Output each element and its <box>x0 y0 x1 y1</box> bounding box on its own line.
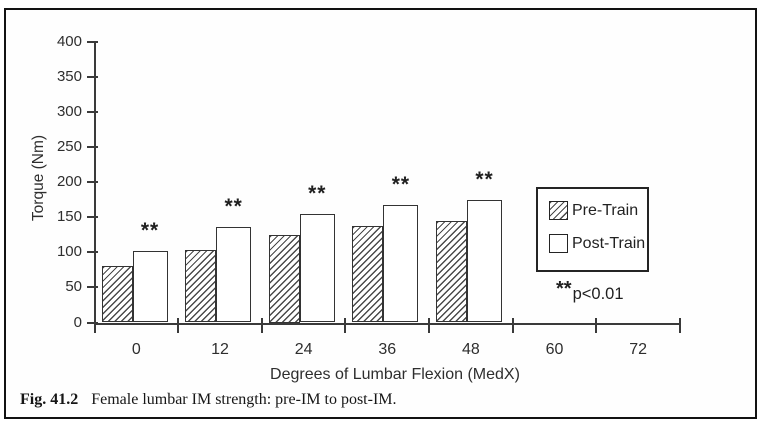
x-category-label-60: 60 <box>545 341 564 358</box>
x-tick-3 <box>344 317 347 333</box>
legend-item-pre-train: Pre-Train <box>549 201 647 220</box>
x-category-label-0: 0 <box>131 341 141 358</box>
y-tick-250 <box>86 146 98 149</box>
x-tick-4 <box>428 317 431 333</box>
y-tick-350 <box>86 76 98 79</box>
y-tick-0 <box>86 321 98 324</box>
significance-marker-0: ** <box>140 218 160 242</box>
y-tick-400 <box>86 41 98 43</box>
significance-marker-36: ** <box>391 172 411 196</box>
significance-p-value: p<0.01 <box>572 285 624 303</box>
bar-pre-train-12 <box>185 249 217 323</box>
legend-label-post-train: Post-Train <box>572 234 646 252</box>
y-tick-50 <box>86 286 98 289</box>
bar-pre-train-36 <box>352 225 384 323</box>
bar-pre-train-24 <box>268 234 300 323</box>
y-tick-label-200: 200 <box>56 173 82 191</box>
figure-number: Fig. 41.2 <box>20 391 79 408</box>
bar-post-train-36 <box>383 204 419 323</box>
post-train-open-swatch <box>549 234 568 253</box>
x-axis-line <box>93 322 681 325</box>
significance-marker-48: ** <box>475 168 494 192</box>
x-category-label-24: 24 <box>294 341 313 358</box>
y-tick-label-350: 350 <box>56 68 82 86</box>
x-category-label-48: 48 <box>461 341 480 358</box>
y-tick-100 <box>86 251 98 254</box>
figure-caption-text: Female lumbar IM strength: pre-IM to pos… <box>91 391 397 408</box>
x-tick-1 <box>177 317 180 333</box>
bar-post-train-12 <box>216 227 252 323</box>
legend-item-post-train: Post-Train <box>549 234 647 253</box>
x-tick-2 <box>260 317 263 333</box>
y-tick-200 <box>86 181 98 184</box>
x-tick-7 <box>679 317 681 333</box>
x-axis-title: Degrees of Lumbar Flexion (MedX) <box>270 366 520 383</box>
pre-train-hatched-swatch <box>549 201 568 220</box>
x-category-label-12: 12 <box>211 341 229 358</box>
bar-post-train-24 <box>299 213 335 323</box>
y-tick-label-50: 50 <box>65 278 82 296</box>
x-category-label-72: 72 <box>629 341 648 358</box>
y-tick-label-250: 250 <box>56 138 82 156</box>
y-tick-300 <box>86 111 98 114</box>
x-category-label-36: 36 <box>378 341 397 358</box>
significance-marker-12: ** <box>224 195 243 219</box>
y-tick-label-300: 300 <box>56 103 82 121</box>
significance-asterisks: ** <box>556 278 572 300</box>
legend-label-pre-train: Pre-Train <box>572 201 639 219</box>
x-tick-5 <box>511 317 514 333</box>
significance-note: ** p<0.01 <box>556 279 624 303</box>
y-tick-150 <box>86 216 98 219</box>
legend-box: Pre-Train Post-Train <box>536 187 649 272</box>
x-tick-6 <box>595 317 598 333</box>
bar-post-train-48 <box>467 200 503 323</box>
figure-caption: Fig. 41.2 Female lumbar IM strength: pre-… <box>20 391 397 409</box>
y-tick-label-100: 100 <box>56 243 82 261</box>
bar-post-train-0 <box>132 250 168 323</box>
bar-pre-train-0 <box>101 266 133 323</box>
bar-pre-train-48 <box>436 220 468 323</box>
y-axis-line <box>93 42 96 325</box>
x-tick-0 <box>93 317 96 333</box>
y-tick-label-150: 150 <box>56 208 82 226</box>
y-tick-label-0: 0 <box>73 313 82 331</box>
y-tick-label-400: 400 <box>56 33 82 50</box>
significance-marker-24: ** <box>308 181 327 205</box>
